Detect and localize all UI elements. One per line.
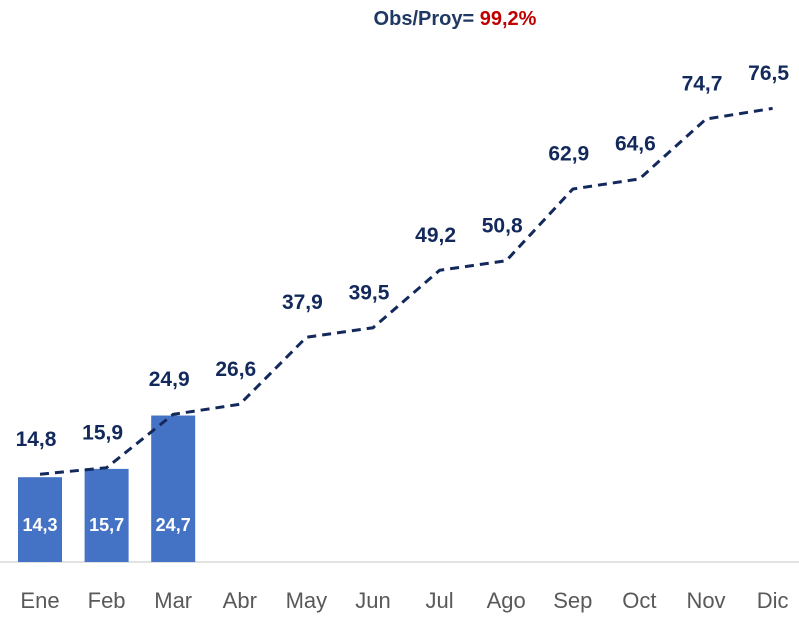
bar: [18, 477, 62, 562]
line-value-label: 50,8: [482, 214, 523, 237]
line-value-label: 74,7: [682, 73, 723, 96]
bar: [84, 468, 129, 562]
line-value-label: 37,9: [282, 291, 323, 314]
line-value-label: 49,2: [415, 224, 456, 247]
projection-line: [39, 106, 773, 476]
line-value-label: 24,9: [149, 368, 190, 391]
x-tick-label: Jun: [355, 588, 390, 613]
x-tick-label: Feb: [88, 588, 126, 613]
bar-value-label: 14,3: [22, 515, 57, 535]
title-ratio: 99,2%: [480, 8, 537, 30]
bar: [151, 415, 196, 562]
x-tick-label: May: [286, 588, 328, 613]
x-tick-label: Jul: [426, 588, 454, 613]
x-tick-label: Nov: [686, 588, 725, 613]
line-value-label: 14,8: [16, 428, 57, 451]
line-value-label: 26,6: [215, 358, 256, 381]
x-tick-label: Abr: [223, 588, 257, 613]
bar-value-label: 24,7: [156, 515, 191, 535]
x-tick-label: Oct: [622, 588, 656, 613]
line-value-label: 76,5: [748, 62, 789, 85]
line-value-label: 39,5: [349, 281, 390, 304]
x-tick-label: Ene: [20, 588, 59, 613]
x-tick-label: Sep: [553, 588, 592, 613]
x-tick-label: Ago: [487, 588, 526, 613]
x-tick-label: Mar: [154, 588, 192, 613]
title-text: Obs/Proy=: [374, 8, 475, 30]
chart-title: Obs/Proy= 99,2%: [374, 8, 537, 30]
x-tick-label: Dic: [757, 588, 789, 613]
line-value-label: 15,9: [82, 421, 123, 444]
line-value-label: 64,6: [615, 132, 656, 155]
bar-value-label: 15,7: [89, 515, 124, 535]
line-value-label: 62,9: [548, 143, 589, 166]
